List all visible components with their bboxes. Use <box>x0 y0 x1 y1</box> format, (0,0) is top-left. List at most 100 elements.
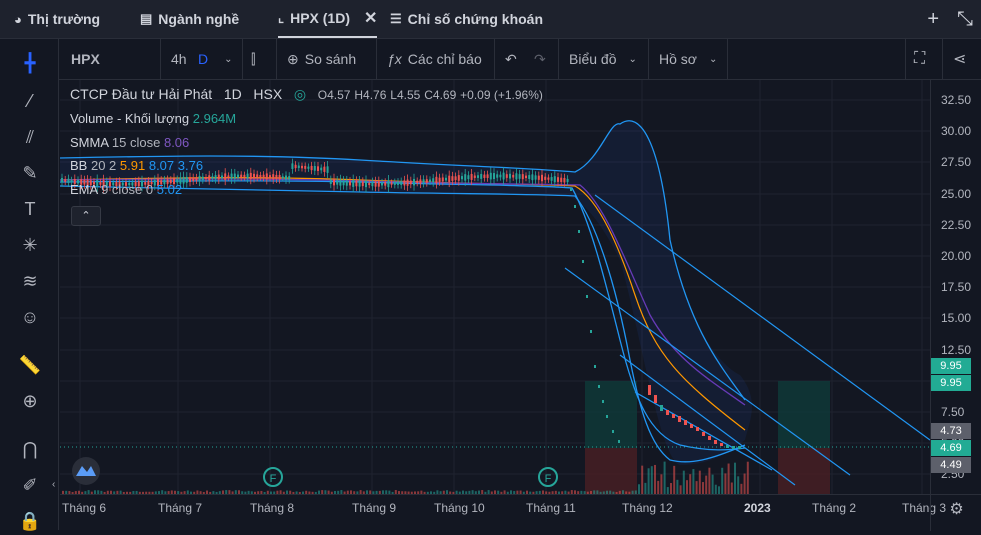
volume-bar <box>94 490 96 494</box>
tab-thi-truong[interactable]: ◕ Thị trường <box>14 0 100 38</box>
crosshair-icon[interactable]: ╋ <box>24 52 36 73</box>
candle-style-button[interactable]: ⫿ <box>242 39 255 79</box>
volume-bar <box>705 475 708 494</box>
candle-body <box>525 175 527 179</box>
candle-body <box>313 165 316 171</box>
interval-d[interactable]: D ⌄ <box>198 39 233 79</box>
pitchfork-icon[interactable]: ⫽ <box>25 126 35 147</box>
volume-bar <box>382 490 384 494</box>
volume-bar <box>385 490 388 494</box>
chart-type-button[interactable]: Biểu đồ ⌄ <box>558 39 637 79</box>
volume-bar <box>180 491 183 494</box>
legend-smma[interactable]: SMMA 15 close 8.06 <box>70 135 189 150</box>
candle-body <box>714 440 717 444</box>
financial-marker[interactable]: F <box>263 467 283 487</box>
candle-body <box>461 176 463 180</box>
indicators-button[interactable]: ƒx Các chỉ báo <box>376 39 482 79</box>
legend-collapse-button[interactable]: ⌃ <box>71 206 101 226</box>
brush-icon[interactable]: ✎ <box>22 162 38 183</box>
undo-icon: ↶ <box>505 50 517 67</box>
lock-drawing-icon[interactable]: ✐ <box>22 474 38 495</box>
trend-line-icon[interactable]: ⁄ <box>28 90 32 111</box>
emoji-icon[interactable]: ☺ <box>20 306 40 327</box>
tab-chi-so[interactable]: ☰ Chỉ số chứng khoán <box>390 0 543 38</box>
tab-hpx[interactable]: ⌞ HPX (1D) ✕ <box>278 0 378 38</box>
volume-bar <box>394 490 397 494</box>
legend-bb[interactable]: BB 20 2 5.91 8.07 3.76 <box>70 158 203 173</box>
forecast-icon[interactable]: ≋ <box>22 270 38 291</box>
time-tick: Tháng 7 <box>158 501 203 515</box>
ruler-icon[interactable]: 📏 <box>18 354 42 375</box>
volume-bar <box>426 491 429 494</box>
volume-bar <box>257 491 260 494</box>
financial-marker[interactable]: F <box>538 467 558 487</box>
volume-bar <box>548 491 551 494</box>
candle-body <box>435 176 438 184</box>
interval-4h[interactable]: 4h <box>160 39 187 79</box>
candle-body <box>221 175 223 179</box>
volume-bar <box>266 490 269 494</box>
price-axis[interactable]: 32.50 30.00 27.50 25.00 22.50 20.00 17.50 15.00… <box>930 80 981 494</box>
volume-bar <box>305 490 308 494</box>
volume-bar <box>302 491 304 494</box>
candle-body <box>505 174 508 178</box>
price-tick: 12.50 <box>941 343 972 357</box>
candle-body <box>169 179 172 184</box>
change-value: +0.09 (+1.96%) <box>460 88 543 102</box>
chevron-down-icon: ⌄ <box>224 53 233 65</box>
volume-bar <box>682 470 685 494</box>
candle-body <box>684 420 687 425</box>
zoom-in-icon[interactable]: ⊕ <box>22 390 38 411</box>
candle-body <box>502 172 505 180</box>
candle-body <box>726 445 729 448</box>
candle-body <box>550 177 553 181</box>
legend-ema[interactable]: EMA 9 close 0 5.02 <box>70 182 182 197</box>
smma-params: 15 close <box>111 135 161 150</box>
price-chart[interactable] <box>60 80 930 494</box>
redo-button[interactable]: ↷ <box>534 39 546 79</box>
compare-button[interactable]: ⊕ So sánh <box>276 39 356 79</box>
candle-body <box>586 295 588 298</box>
long-position-loss <box>585 448 637 494</box>
volume-bar <box>708 467 711 494</box>
volume-bar <box>410 491 413 494</box>
legend-volume[interactable]: Volume - Khối lượng 2.964M <box>70 111 236 126</box>
volume-bar <box>190 491 192 494</box>
plus-icon[interactable]: + <box>927 8 939 30</box>
lock-icon[interactable]: 🔒 <box>18 510 42 531</box>
volume-bar <box>286 490 288 494</box>
collapse-icon[interactable]: ⤡ <box>957 8 973 30</box>
volume-bar <box>279 490 282 494</box>
chevron-left-icon[interactable]: ‹ <box>52 479 56 490</box>
volume-bar <box>414 491 416 494</box>
candle-body <box>499 174 502 178</box>
undo-button[interactable]: ↶ <box>494 39 517 79</box>
tab-nganh-nghe[interactable]: ▤ Ngành nghề <box>140 0 239 38</box>
volume-bar <box>692 469 695 494</box>
volume-bar <box>324 490 327 494</box>
candle-body <box>557 177 559 182</box>
time-tick: Tháng 12 <box>622 501 673 515</box>
volume-bar <box>292 491 295 494</box>
compare-label: So sánh <box>304 51 357 67</box>
candle-body <box>690 424 693 428</box>
text-icon[interactable]: T <box>24 198 36 219</box>
profile-button[interactable]: Hồ sơ ⌄ <box>648 39 717 79</box>
close-icon[interactable]: ✕ <box>364 10 378 27</box>
candle-body <box>477 175 479 178</box>
share-button[interactable]: ⋖ <box>942 39 966 79</box>
settings-icon[interactable]: ⚙ <box>930 494 981 531</box>
candle-body <box>125 182 127 186</box>
symbol-search[interactable]: HPX <box>71 39 100 79</box>
candle-body <box>269 175 271 178</box>
fullscreen-button[interactable]: ⛶ <box>905 39 925 79</box>
time-axis[interactable]: Tháng 6 Tháng 7 Tháng 8 Tháng 9 Tháng 10 Thán… <box>60 494 946 531</box>
candle-body <box>454 176 457 181</box>
volume-bar <box>513 491 516 494</box>
candle-body <box>192 177 195 182</box>
magnet-icon[interactable]: ⋂ <box>22 438 38 459</box>
volume-bar <box>391 491 394 494</box>
candle-body <box>317 166 319 171</box>
pattern-icon[interactable]: ✳ <box>22 234 38 255</box>
market-status-icon: ◎ <box>293 86 307 102</box>
